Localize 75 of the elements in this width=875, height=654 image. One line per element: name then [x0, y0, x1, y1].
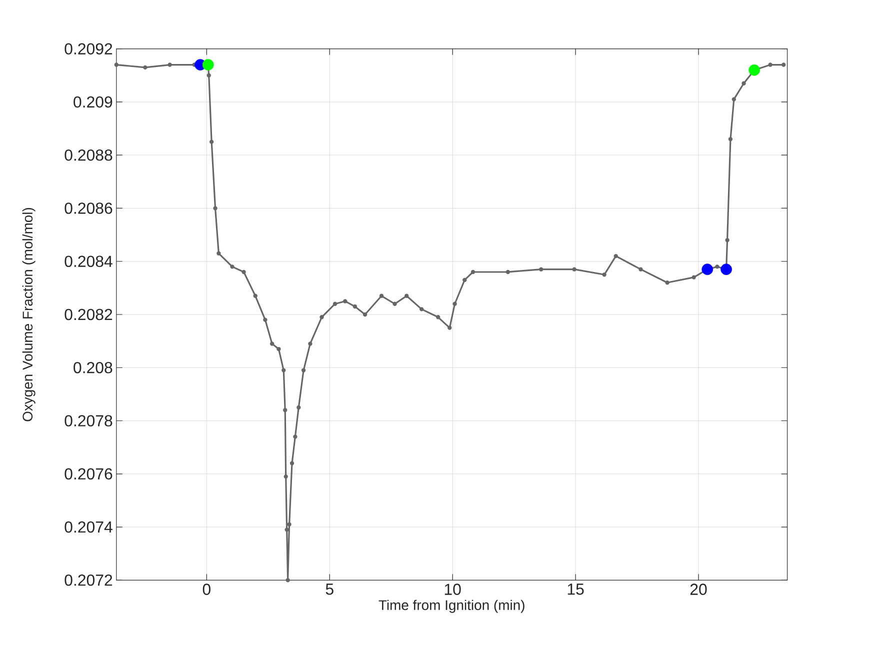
x-tick-label: 15: [568, 584, 584, 595]
point: [506, 270, 510, 274]
y-tick-label: 0.2088: [64, 149, 112, 161]
point: [290, 461, 294, 466]
point: [308, 342, 312, 346]
point: [209, 140, 214, 144]
y-tick-label: 0.2076: [64, 468, 112, 480]
point: [392, 302, 397, 306]
point: [436, 315, 440, 320]
point: [283, 408, 288, 412]
point: [332, 302, 338, 306]
point: [720, 264, 732, 276]
point: [114, 62, 119, 67]
point: [320, 315, 324, 320]
point: [614, 254, 618, 258]
point: [287, 522, 292, 526]
point: [202, 59, 214, 70]
y-axis-title: Oxygen Volume Fraction (mol/mol): [22, 208, 36, 422]
x-tick-label: 0: [202, 584, 210, 595]
point: [286, 578, 290, 582]
point: [282, 368, 286, 372]
point: [768, 62, 772, 67]
point: [143, 65, 148, 70]
y-tick-label: 0.2084: [64, 256, 112, 268]
point: [301, 368, 306, 372]
point: [242, 270, 246, 274]
y-tick-label: 0.2082: [64, 308, 112, 320]
point: [284, 528, 289, 532]
x-tick-label: 10: [444, 584, 461, 595]
point: [420, 307, 424, 312]
point: [782, 62, 786, 67]
point: [539, 267, 544, 272]
x-tick-label: 5: [326, 584, 334, 595]
point: [230, 264, 234, 269]
y-tick-label: 0.2092: [64, 43, 112, 55]
y-tick-label: 0.2072: [64, 574, 112, 586]
point: [702, 264, 714, 276]
point: [692, 275, 696, 280]
point: [742, 81, 746, 86]
point: [276, 346, 281, 352]
point: [216, 251, 221, 256]
point: [296, 405, 301, 410]
y-tick-label: 0.2078: [64, 415, 112, 426]
point: [725, 238, 730, 242]
point: [253, 294, 258, 298]
point: [638, 267, 643, 272]
point: [572, 267, 576, 272]
point: [462, 278, 467, 282]
x-tick-label: 20: [690, 584, 707, 595]
point: [379, 294, 384, 298]
point: [470, 270, 476, 274]
y-tick-label: 0.209: [74, 96, 112, 108]
point: [748, 64, 760, 76]
point: [732, 97, 736, 102]
point: [213, 206, 218, 210]
point: [602, 272, 606, 277]
point: [263, 318, 268, 322]
point: [665, 280, 670, 285]
point: [206, 73, 211, 78]
x-axis-title: Time from Ignition (min): [378, 600, 524, 613]
point: [352, 304, 358, 309]
point: [715, 264, 720, 269]
point: [284, 474, 288, 479]
point: [448, 326, 452, 330]
point: [270, 342, 274, 346]
point: [343, 299, 348, 304]
y-tick-label: 0.208: [74, 362, 112, 374]
point: [404, 294, 409, 298]
point: [168, 62, 172, 67]
point: [452, 302, 457, 306]
point: [728, 137, 733, 142]
y-tick-label: 0.2074: [64, 521, 112, 533]
point: [362, 312, 368, 317]
y-tick-label: 0.2086: [64, 202, 112, 214]
point: [293, 434, 298, 439]
